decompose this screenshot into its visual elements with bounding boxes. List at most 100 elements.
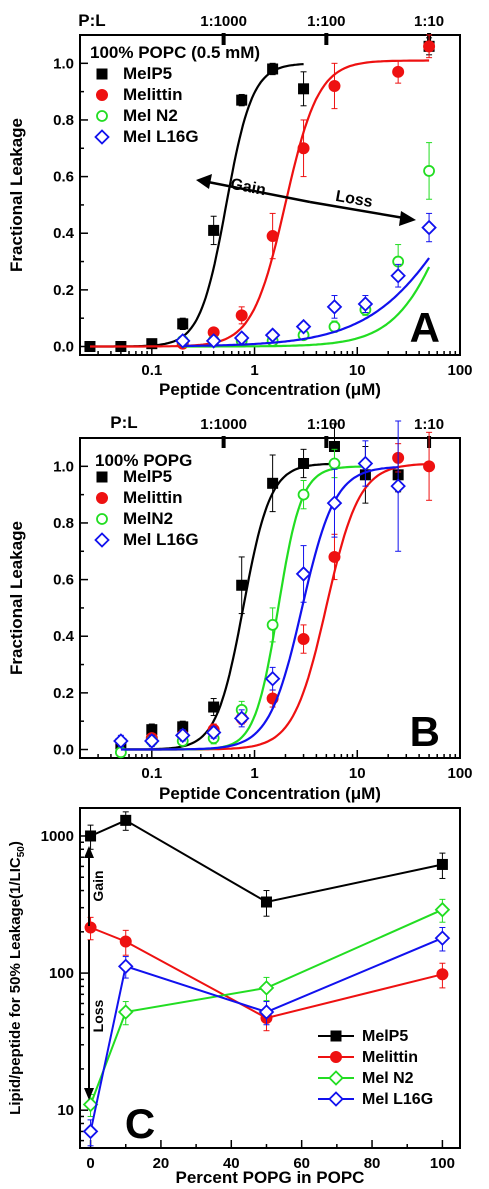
panel-c-legend-marker-mel-l16g (328, 1091, 344, 1107)
panel-b-melp5-point (208, 701, 220, 713)
panel-b-x-tick-label: 10 (349, 765, 366, 782)
panel-c-mel-l16g-point (117, 958, 134, 975)
panel-b-meln2-point (328, 457, 341, 470)
panel-b-melp5-point (298, 457, 310, 469)
panel-c-y-axis-label-sub: 50 (16, 846, 27, 858)
panel-c-series (82, 811, 451, 1147)
panel-b-mel-l16g-point (205, 724, 222, 741)
panel-b-legend-title: 100% POPG (95, 451, 192, 470)
panel-b-legend: MelP5 Melittin MelN2 Mel L16G (94, 467, 199, 549)
panel-b-mel-l16g-point (295, 566, 312, 582)
panel-b-mel-l16g-fit-curve (120, 466, 399, 751)
panel-c-melp5-point (85, 830, 97, 842)
panel-b-melittin-point (423, 460, 436, 473)
panel-a-mel-l16g-point (264, 327, 281, 343)
panel-a-mel-l16g-point (390, 267, 406, 284)
panel-a-axes: 0.1 1 10 100 0.0 0.2 0.4 0.6 0.8 1.0 1:1000 1:100 1:… (53, 13, 472, 379)
panel-c-y-axis-label: Lipid/peptide for 50% Leakage(1/LIC50) (7, 841, 27, 1115)
panel-a-legend: MelP5 Melittin Mel N2 Mel L16G (94, 64, 199, 146)
panel-a-legend-label-melittin: Melittin (123, 85, 183, 104)
panel-a-x-tick-label: 10 (349, 362, 366, 379)
panel-b-letter: B (410, 708, 440, 755)
panel-a-melp5-point (267, 63, 279, 75)
panel-a-melp5-point (177, 318, 189, 330)
panel-c-y-tick-label: 10 (57, 1102, 74, 1119)
panel-a-mel-l16g-point (174, 333, 191, 349)
panel-a-mel-l16g-point (205, 333, 222, 349)
panel-b-x-axis-label: Peptide Concentration (μM) (159, 784, 381, 803)
panel-c-mel-n2-point (434, 901, 451, 918)
panel-c-melp5-line (90, 819, 443, 904)
panel-c-melittin-point (119, 935, 132, 948)
panel-b-melp5-point (236, 579, 248, 591)
panel-c-y-axis-label-paren: (1/LIC (7, 857, 24, 899)
panel-b-mel-l16g-point (357, 455, 374, 472)
panel-a-legend-label-mel-l16g: Mel L16G (123, 127, 199, 146)
panel-b-meln2-point (266, 619, 279, 631)
panel-b-mel-l16g-point (113, 733, 129, 749)
panel-b-legend-label-mel-l16g: Mel L16G (123, 530, 199, 549)
panel-c-legend-marker-melp5 (330, 1030, 342, 1042)
panel-c-mel-l16g-point (82, 1123, 99, 1140)
panel-b-meln2-point (297, 488, 310, 501)
panel-c-melp5-point (120, 814, 132, 826)
panel-a-mel-l16g-point (357, 296, 374, 312)
panel-c-gain-loss-annotation: Gain Loss (84, 846, 106, 1100)
loss-label: Loss (334, 188, 374, 211)
panel-c-mel-l16g-point (434, 930, 451, 946)
panel-a-legend-label-mel-n2: Mel N2 (123, 106, 178, 125)
panel-a-y-tick-label: 0.6 (53, 169, 74, 186)
panel-a-y-tick-label: 0.8 (53, 112, 74, 129)
panel-a-legend-marker-melittin (96, 89, 108, 101)
panel-a-melp5-point (298, 83, 310, 95)
panel-b-legend-marker-mel-l16g (94, 532, 110, 548)
panel-c-melp5-point (436, 858, 448, 870)
gain-arrowhead-vertical (84, 846, 94, 858)
panel-a-melp5-point (236, 94, 248, 106)
panel-a-mel-l16g-point (233, 330, 250, 346)
panel-c-x-tick-label: 100 (430, 1155, 455, 1172)
panel-a-legend-marker-mel-l16g (94, 129, 110, 145)
panel-a-legend-marker-mel-n2 (96, 110, 108, 122)
panel-c-y-tick-label: 1000 (41, 828, 74, 845)
panel-b-mel-l16g-point (390, 478, 406, 494)
panel-b-x-tick-label: 100 (447, 765, 472, 782)
panel-a-series (84, 34, 437, 353)
panel-c-mel-l16g-line (89, 937, 443, 1132)
panel-b-chart: 0.1 1 10 100 0.0 0.2 0.4 0.6 0.8 1.0 1:1000 1:100 1:… (7, 413, 473, 803)
panel-b-mel-l16g-point (326, 495, 343, 511)
panel-a-mel-n2-fit-curve (182, 266, 431, 348)
panel-a-y-tick-label: 0.4 (53, 225, 75, 242)
panel-c-legend-label-melp5: MelP5 (362, 1028, 408, 1045)
panel-c-legend-marker-melittin (330, 1051, 342, 1063)
panel-b-top-tick-label: 1:10 (414, 416, 444, 433)
panel-c-legend-label-mel-l16g: Mel L16G (362, 1091, 433, 1108)
panel-a-melp5-point (146, 338, 158, 350)
panel-c-mel-n2-point (258, 980, 275, 996)
gain-arrow (207, 180, 311, 204)
panel-b-y-tick-label: 0.0 (53, 742, 74, 759)
panel-b-legend-label-meln2: MelN2 (123, 509, 173, 528)
panel-b-top-tick-label: 1:1000 (200, 416, 247, 433)
panel-b-legend-label-melp5: MelP5 (123, 467, 172, 486)
panel-c-melp5-point (260, 896, 272, 908)
panel-a-y-tick-label: 1.0 (53, 55, 74, 72)
panel-a-mel-l16g-point (421, 219, 437, 236)
panel-c-x-tick-label: 40 (223, 1155, 240, 1172)
panel-c-x-tick-label: 80 (364, 1155, 381, 1172)
panel-c-mel-n2-point (82, 1096, 99, 1113)
loss-label-vertical: Loss (90, 999, 106, 1032)
panel-b-top-axis-title: P:L (110, 413, 137, 432)
gain-label: Gain (229, 176, 267, 199)
panel-a-melittin-point (297, 142, 310, 155)
panel-c-mel-l16g-point (258, 1004, 275, 1020)
panel-a-legend-label-melp5: MelP5 (123, 64, 172, 83)
panel-a-melittin-point (423, 40, 436, 53)
panel-b-y-tick-label: 0.8 (53, 515, 74, 532)
panel-a-legend-marker-melp5 (96, 68, 108, 80)
panel-a-melittin-point (328, 79, 341, 92)
panel-a-top-axis-title: P:L (78, 11, 105, 30)
panel-a-y-tick-label: 0.2 (53, 282, 74, 299)
panel-c-x-tick-label: 20 (153, 1155, 170, 1172)
